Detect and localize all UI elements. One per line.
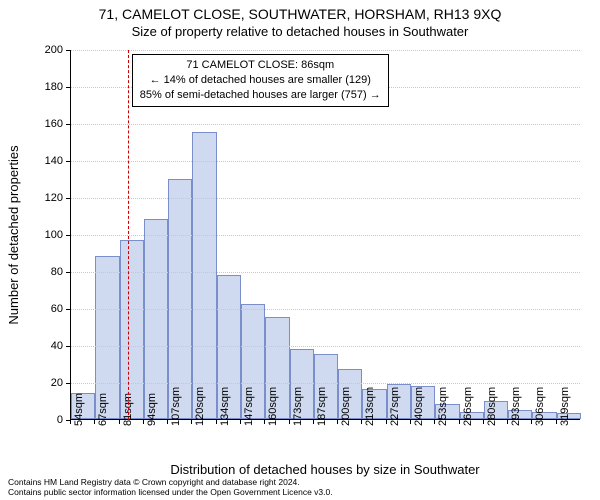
- histogram-bar: [144, 219, 168, 419]
- x-tick-label: 134sqm: [219, 387, 231, 426]
- gridline: [71, 198, 580, 199]
- gridline: [71, 272, 580, 273]
- y-tick-mark: [66, 309, 70, 310]
- x-tick-mark: [240, 420, 241, 424]
- x-tick-label: 306sqm: [534, 387, 546, 426]
- y-tick-mark: [66, 87, 70, 88]
- gridline: [71, 309, 580, 310]
- x-tick-label: 160sqm: [267, 387, 279, 426]
- x-tick-mark: [70, 420, 71, 424]
- x-tick-label: 213sqm: [364, 387, 376, 426]
- chart-container: { "chart": { "type": "histogram", "title…: [0, 0, 600, 500]
- gridline: [71, 124, 580, 125]
- y-tick-label: 40: [23, 340, 63, 352]
- x-tick-mark: [507, 420, 508, 424]
- gridline: [71, 161, 580, 162]
- y-tick-label: 200: [23, 44, 63, 56]
- info-line-2: ← 14% of detached houses are smaller (12…: [140, 73, 381, 88]
- x-tick-label: 227sqm: [389, 387, 401, 426]
- x-tick-mark: [119, 420, 120, 424]
- chart-title: 71, CAMELOT CLOSE, SOUTHWATER, HORSHAM, …: [0, 6, 600, 22]
- x-tick-label: 107sqm: [170, 387, 182, 426]
- y-tick-mark: [66, 272, 70, 273]
- gridline: [71, 50, 580, 51]
- y-axis-label: Number of detached properties: [6, 145, 21, 324]
- info-line-1: 71 CAMELOT CLOSE: 86sqm: [140, 58, 381, 73]
- x-tick-mark: [94, 420, 95, 424]
- x-axis-label: Distribution of detached houses by size …: [70, 462, 580, 477]
- x-tick-mark: [434, 420, 435, 424]
- info-line-3: 85% of semi-detached houses are larger (…: [140, 88, 381, 103]
- gridline: [71, 235, 580, 236]
- y-tick-label: 140: [23, 155, 63, 167]
- gridline: [71, 346, 580, 347]
- reference-line: [128, 50, 129, 420]
- x-tick-label: 266sqm: [462, 387, 474, 426]
- x-tick-label: 200sqm: [340, 387, 352, 426]
- histogram-bar: [192, 132, 216, 419]
- x-tick-label: 240sqm: [413, 387, 425, 426]
- x-tick-mark: [556, 420, 557, 424]
- x-tick-label: 280sqm: [486, 387, 498, 426]
- x-tick-label: 319sqm: [559, 387, 571, 426]
- x-tick-mark: [361, 420, 362, 424]
- x-tick-mark: [386, 420, 387, 424]
- attribution-line-2: Contains public sector information licen…: [8, 487, 592, 498]
- y-tick-label: 120: [23, 192, 63, 204]
- x-tick-label: 187sqm: [316, 387, 328, 426]
- x-tick-mark: [337, 420, 338, 424]
- y-tick-mark: [66, 198, 70, 199]
- x-tick-mark: [289, 420, 290, 424]
- x-tick-mark: [216, 420, 217, 424]
- x-tick-label: 147sqm: [243, 387, 255, 426]
- y-tick-label: 60: [23, 303, 63, 315]
- y-tick-label: 160: [23, 118, 63, 130]
- x-tick-mark: [191, 420, 192, 424]
- x-tick-label: 67sqm: [97, 393, 109, 426]
- x-tick-label: 120sqm: [194, 387, 206, 426]
- x-tick-mark: [313, 420, 314, 424]
- y-tick-mark: [66, 50, 70, 51]
- chart-subtitle: Size of property relative to detached ho…: [0, 24, 600, 39]
- x-tick-label: 293sqm: [510, 387, 522, 426]
- y-tick-mark: [66, 346, 70, 347]
- info-box: 71 CAMELOT CLOSE: 86sqm ← 14% of detache…: [132, 54, 389, 107]
- y-tick-label: 20: [23, 377, 63, 389]
- x-tick-mark: [459, 420, 460, 424]
- attribution-line-1: Contains HM Land Registry data © Crown c…: [8, 477, 592, 488]
- x-tick-label: 94sqm: [146, 393, 158, 426]
- x-tick-label: 173sqm: [292, 387, 304, 426]
- y-tick-label: 0: [23, 414, 63, 426]
- y-tick-mark: [66, 161, 70, 162]
- x-tick-mark: [483, 420, 484, 424]
- y-tick-mark: [66, 235, 70, 236]
- x-tick-label: 253sqm: [437, 387, 449, 426]
- y-tick-mark: [66, 383, 70, 384]
- x-tick-mark: [264, 420, 265, 424]
- x-tick-label: 54sqm: [73, 393, 85, 426]
- x-tick-mark: [410, 420, 411, 424]
- y-tick-mark: [66, 124, 70, 125]
- y-tick-label: 180: [23, 81, 63, 93]
- x-tick-mark: [143, 420, 144, 424]
- x-tick-mark: [531, 420, 532, 424]
- x-tick-mark: [167, 420, 168, 424]
- y-tick-label: 80: [23, 266, 63, 278]
- y-tick-label: 100: [23, 229, 63, 241]
- gridline: [71, 383, 580, 384]
- attribution: Contains HM Land Registry data © Crown c…: [8, 477, 592, 498]
